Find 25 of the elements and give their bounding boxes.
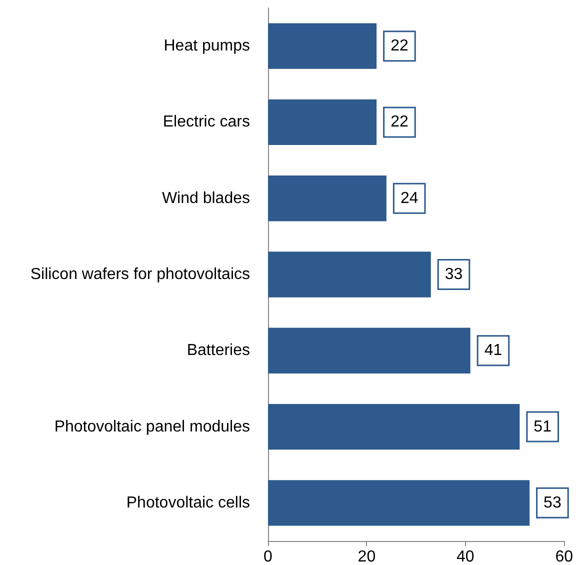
y-tick-label: Photovoltaic cells [126, 494, 250, 512]
data-label: 22 [390, 38, 408, 55]
x-tick-label: 0 [264, 548, 273, 565]
bar [268, 99, 377, 146]
data-label: 22 [390, 114, 408, 131]
y-tick-label: Wind blades [162, 190, 250, 207]
bar [268, 23, 377, 69]
x-tick-label: 40 [456, 548, 474, 565]
bar [268, 176, 386, 222]
x-tick-label: 60 [555, 548, 574, 565]
bar [268, 480, 530, 526]
data-label: 51 [534, 418, 552, 436]
bar [268, 404, 520, 450]
x-tick-label: 20 [358, 548, 376, 565]
data-label: 53 [544, 494, 562, 512]
data-label: 33 [444, 266, 463, 283]
y-tick-label: Heat pumps [164, 38, 250, 55]
y-tick-label: Electric cars [162, 114, 250, 131]
data-label: 41 [484, 342, 502, 360]
y-tick-label: Batteries [186, 342, 250, 360]
data-label: 24 [400, 190, 418, 207]
bar [268, 328, 470, 374]
bar [268, 252, 431, 298]
y-tick-label: Photovoltaic panel modules [54, 418, 250, 436]
y-tick-label: Silicon wafers for photovoltaics [30, 266, 250, 283]
